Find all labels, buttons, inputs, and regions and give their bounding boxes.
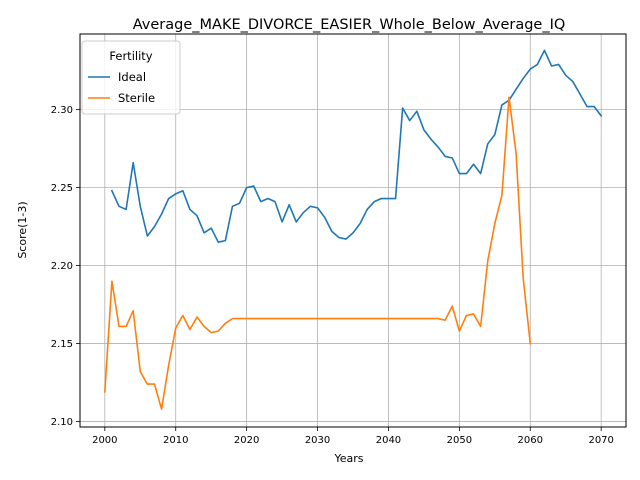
chart-title: Average_MAKE_DIVORCE_EASIER_Whole_Below_…: [133, 17, 566, 33]
legend: Fertility Ideal Sterile: [81, 40, 181, 115]
x-tick-label: 2030: [305, 435, 330, 446]
x-tick-label: 2070: [588, 435, 613, 446]
x-tick-label: 2000: [92, 435, 117, 446]
legend-title: Fertility: [109, 49, 152, 63]
y-tick-label: 2.30: [51, 105, 73, 116]
x-tick-label: 2040: [376, 435, 401, 446]
y-tick-label: 2.10: [51, 417, 73, 428]
x-tick-label: 2050: [447, 435, 472, 446]
series-line-sterile: [103, 96, 532, 410]
legend-label-sterile: Sterile: [118, 91, 155, 105]
series-line-ideal: [110, 49, 603, 243]
plot-frame: [79, 33, 627, 428]
y-axis-label: Score(1-3): [16, 201, 29, 258]
legend-label-ideal: Ideal: [118, 70, 146, 84]
x-tick-label: 2060: [518, 435, 543, 446]
series-lines: [103, 49, 603, 410]
legend-box: [81, 40, 181, 115]
x-axis-ticks: 2000 2010 2020 2030 2040 2050 2060 2070: [92, 427, 614, 446]
grid: [80, 34, 626, 427]
x-axis-label: Years: [333, 452, 363, 465]
y-tick-label: 2.20: [51, 261, 73, 272]
y-tick-label: 2.25: [51, 183, 73, 194]
x-tick-label: 2020: [234, 435, 259, 446]
y-axis-ticks: 2.10 2.15 2.20 2.25 2.30: [51, 105, 80, 428]
y-tick-label: 2.15: [51, 339, 73, 350]
x-tick-label: 2010: [163, 435, 188, 446]
